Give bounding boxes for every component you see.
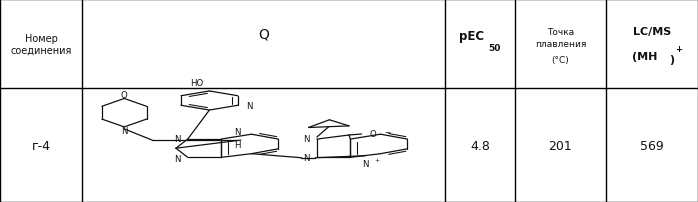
Text: плавления: плавления xyxy=(535,40,586,49)
Text: 4.8: 4.8 xyxy=(470,139,490,152)
Text: Номер
соединения: Номер соединения xyxy=(10,34,72,55)
Text: pEC: pEC xyxy=(459,30,484,43)
Text: +: + xyxy=(374,157,379,162)
Text: N: N xyxy=(246,101,253,110)
Text: −: − xyxy=(384,127,390,136)
Text: +: + xyxy=(675,45,682,54)
Text: (°C): (°C) xyxy=(551,56,570,65)
Text: Точка: Точка xyxy=(547,28,574,37)
Text: O: O xyxy=(370,130,377,139)
Text: ): ) xyxy=(669,55,674,65)
Text: 50: 50 xyxy=(488,44,500,53)
Text: г-4: г-4 xyxy=(31,139,51,152)
Text: N: N xyxy=(234,127,241,136)
Text: (MH: (MH xyxy=(632,52,658,62)
Text: O: O xyxy=(121,91,128,100)
Text: N: N xyxy=(174,134,181,143)
Text: N: N xyxy=(304,135,310,143)
Text: N: N xyxy=(304,154,310,162)
Text: H: H xyxy=(234,140,241,149)
Text: 201: 201 xyxy=(549,139,572,152)
Text: N: N xyxy=(174,154,181,163)
Text: N: N xyxy=(121,126,128,135)
Text: 569: 569 xyxy=(640,139,664,152)
Text: LC/MS: LC/MS xyxy=(633,27,671,37)
Text: Q: Q xyxy=(258,27,269,41)
Text: N: N xyxy=(362,159,369,168)
Text: HO: HO xyxy=(191,79,204,87)
